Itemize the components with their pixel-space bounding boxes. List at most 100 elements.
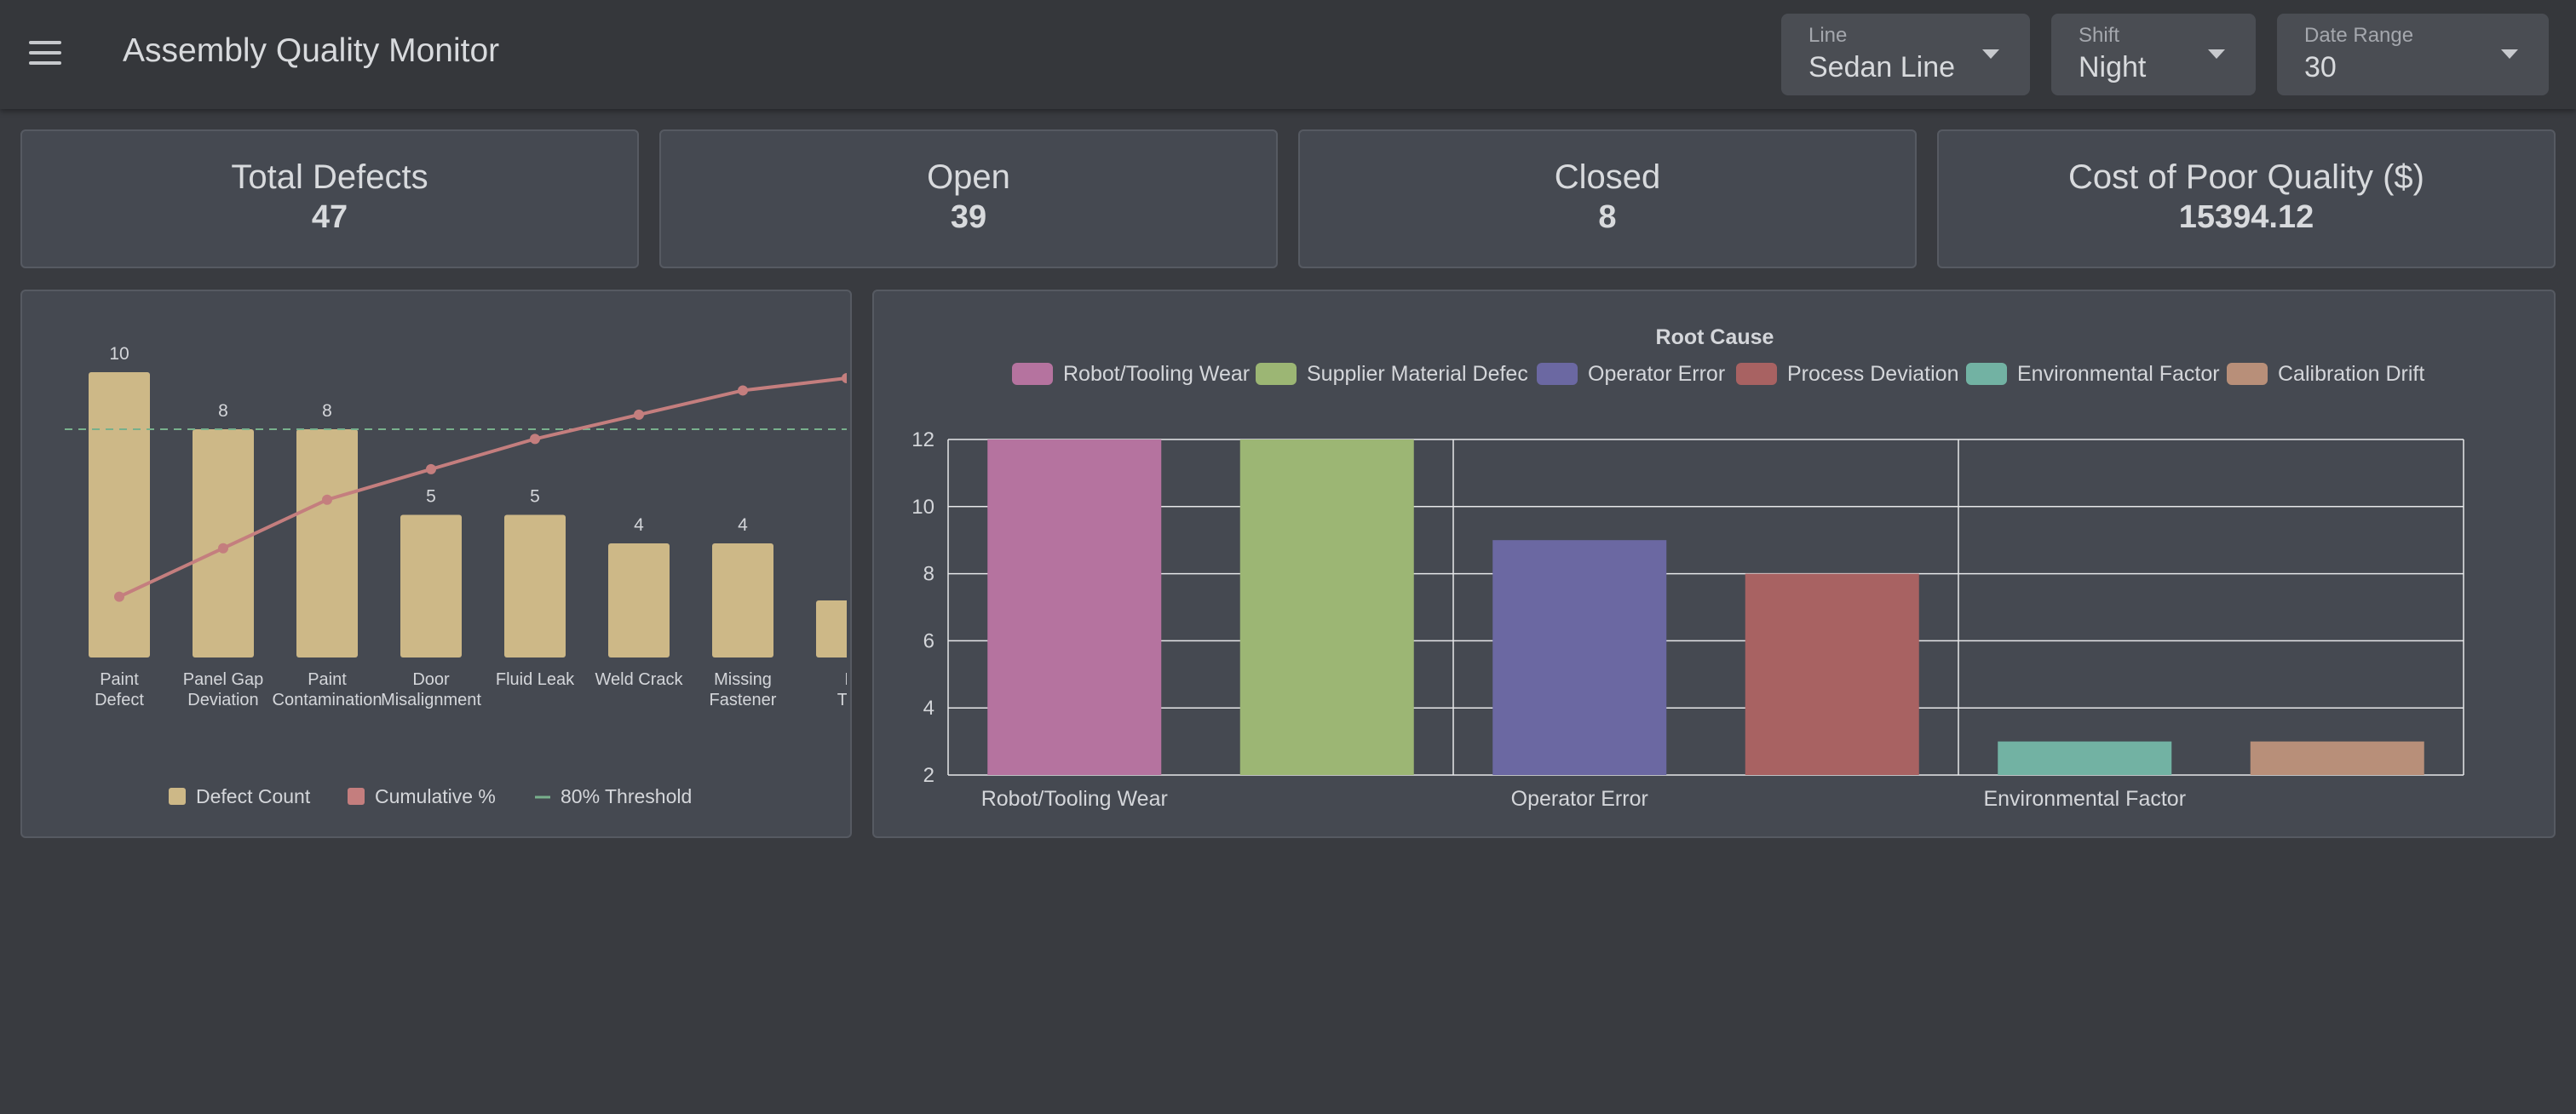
legend-swatch [2227, 363, 2268, 385]
pareto-bar [400, 514, 462, 657]
x-tick-label: Fastener [710, 691, 777, 709]
x-tick-label: Fluid Leak [496, 670, 575, 689]
cumulative-point [842, 373, 847, 384]
root-cause-bar [1492, 540, 1667, 775]
line-select[interactable]: Line Sedan Line [1781, 14, 2030, 95]
data-label: 10 [109, 344, 129, 364]
line-select-value: Sedan Line [1808, 51, 1956, 83]
cumulative-point [218, 543, 228, 554]
y-tick-label: 2 [923, 764, 934, 787]
pareto-chart: 10 Paint Defect 8 Panel Gap Deviation 8 Paint Co… [65, 344, 849, 807]
legend-label: Environmental Factor [2017, 362, 2220, 386]
x-tick-label: Panel Gap [183, 670, 264, 689]
kpi-title: Cost of Poor Quality ($) [2068, 158, 2424, 196]
cumulative-point [738, 385, 748, 396]
x-tick-label: Contamination [273, 691, 382, 709]
pareto-bar [712, 543, 773, 657]
root-cause-bar [2250, 741, 2424, 775]
pareto-legend: Defect Count Cumulative % 80% Threshold [169, 785, 692, 807]
data-label: 5 [530, 487, 540, 507]
x-tick-label: Deviation [187, 691, 258, 709]
data-label: 8 [218, 401, 228, 421]
legend-label: Defect Count [196, 785, 311, 807]
cumulative-point [634, 409, 644, 420]
data-label: 4 [634, 515, 644, 535]
kpi-title: Total Defects [231, 158, 428, 196]
pareto-bar [504, 514, 566, 657]
x-tick-label: Defect [95, 691, 144, 709]
x-tick-label: Robot/Tooling Wear [981, 787, 1168, 811]
line-select-label: Line [1808, 24, 1848, 47]
grid-lines [947, 439, 2464, 776]
x-tick-label: Paint [308, 670, 347, 689]
root-cause-chart: Root Cause Robot/Tooling Wear Supplier Mat… [911, 325, 2464, 811]
legend-label: Supplier Material Defec [1307, 362, 1528, 386]
legend-swatch [1256, 363, 1297, 385]
dropdown-arrow-icon [2501, 49, 2518, 59]
kpi-value: 15394.12 [2178, 199, 2314, 235]
data-label: 8 [322, 401, 332, 421]
root-cause-bar [1239, 439, 1414, 775]
kpi-value: 47 [311, 199, 348, 235]
cumulative-point [426, 463, 436, 474]
data-label: 4 [738, 515, 748, 535]
x-tick-label: Weld Crack [595, 670, 684, 689]
cumulative-line [118, 376, 847, 599]
pareto-plot-area: 10 Paint Defect 8 Panel Gap Deviation 8 Paint Co… [65, 344, 849, 709]
legend-label: Cumulative % [375, 785, 496, 807]
chart-title: Root Cause [1656, 325, 1774, 349]
app-title: Assembly Quality Monitor [123, 32, 500, 69]
pareto-bar [816, 600, 847, 657]
pareto-bar [296, 429, 358, 657]
root-cause-bar [987, 439, 1162, 775]
legend-label: Operator Error [1588, 362, 1725, 386]
kpi-card-closed: Closed 8 [1298, 129, 1917, 268]
y-tick-label: 8 [923, 563, 934, 586]
legend-swatch [1736, 363, 1777, 385]
y-tick-label: 4 [923, 697, 934, 720]
legend-swatch [1537, 363, 1578, 385]
shift-select-value: Night [2079, 51, 2147, 83]
legend-label: Process Deviation [1787, 362, 1958, 386]
shift-select[interactable]: Shift Night [2051, 14, 2256, 95]
root-cause-chart-card: Root Cause Robot/Tooling Wear Supplier Mat… [872, 290, 2556, 838]
legend-swatch [1966, 363, 2007, 385]
x-tick-label: Misalignment [381, 691, 481, 709]
shift-select-label: Shift [2079, 24, 2120, 47]
x-tick-label: Door [412, 670, 450, 689]
legend-label: 80% Threshold [561, 785, 692, 807]
dropdown-arrow-icon [2208, 49, 2225, 59]
kpi-value: 8 [1598, 199, 1617, 235]
x-tick-label: I [844, 670, 849, 689]
dropdown-arrow-icon [1982, 49, 1999, 59]
x-tick-label: Operator Error [1511, 787, 1648, 811]
x-tick-label: Missing [714, 670, 772, 689]
root-cause-bar [1745, 573, 1919, 775]
data-label: 5 [426, 487, 436, 507]
date-range-select-value: 30 [2304, 51, 2337, 83]
kpi-title: Open [927, 158, 1010, 196]
app-bar: Assembly Quality Monitor Line Sedan Line… [0, 0, 2576, 109]
cumulative-point [114, 591, 124, 602]
date-range-select[interactable]: Date Range 30 [2277, 14, 2549, 95]
y-tick-label: 10 [911, 496, 934, 519]
y-tick-label: 6 [923, 629, 934, 652]
date-range-select-label: Date Range [2304, 24, 2414, 47]
pareto-bar [608, 543, 670, 657]
root-cause-bar [1998, 741, 2172, 775]
x-tick-label: Paint [100, 670, 139, 689]
root-cause-legend: Robot/Tooling Wear Supplier Material Defe… [1012, 362, 2424, 386]
legend-label: Calibration Drift [2278, 362, 2424, 386]
kpi-card-cost-of-poor-quality: Cost of Poor Quality ($) 15394.12 [1937, 129, 2556, 268]
kpi-title: Closed [1554, 158, 1661, 196]
kpi-card-total-defects: Total Defects 47 [20, 129, 639, 268]
x-tick-label: Environmental Factor [1983, 787, 2186, 811]
cumulative-point [530, 434, 540, 445]
kpi-card-open: Open 39 [659, 129, 1278, 268]
legend-label: Robot/Tooling Wear [1063, 362, 1250, 386]
y-tick-label: 12 [911, 428, 934, 451]
cumulative-point [322, 494, 332, 505]
menu-icon[interactable] [29, 39, 63, 66]
legend-swatch [348, 788, 365, 805]
pareto-chart-card: 10 Paint Defect 8 Panel Gap Deviation 8 Paint Co… [20, 290, 852, 838]
